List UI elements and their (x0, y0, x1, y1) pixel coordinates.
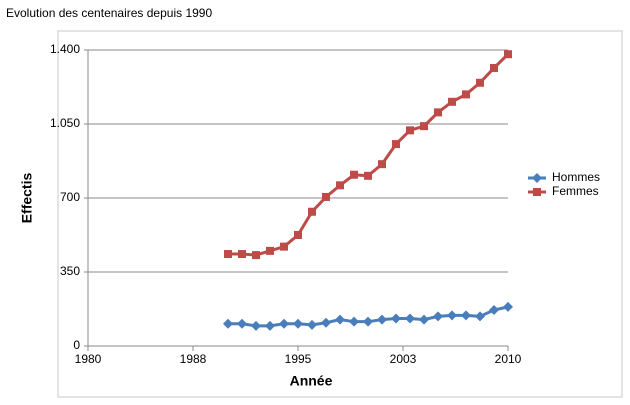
legend-label: Hommes (552, 170, 600, 184)
marker (308, 207, 316, 216)
marker (321, 317, 331, 328)
marker (350, 170, 358, 179)
marker (224, 250, 232, 259)
marker (462, 90, 470, 99)
marker (293, 318, 303, 329)
marker (476, 78, 484, 87)
marker (364, 171, 372, 180)
marker (420, 122, 428, 131)
chart-frame (57, 30, 623, 398)
marker (265, 320, 275, 331)
marker (294, 231, 302, 239)
marker (434, 108, 442, 117)
marker (237, 318, 247, 329)
marker (419, 314, 429, 325)
y-tick-label: 350 (60, 264, 80, 278)
x-tick-label: 1980 (75, 352, 102, 366)
marker (489, 305, 499, 316)
y-tick-label: 0 (73, 338, 80, 352)
marker (490, 63, 498, 72)
marker (307, 319, 317, 330)
x-axis-label: Année (290, 373, 333, 389)
chart-title: Evolution des centenaires depuis 1990 (6, 6, 212, 20)
marker (238, 250, 246, 259)
marker (475, 311, 485, 322)
marker (433, 311, 443, 322)
marker (391, 313, 401, 324)
marker (363, 316, 373, 327)
marker (377, 314, 387, 325)
legend-label: Femmes (552, 184, 599, 198)
marker (532, 173, 542, 183)
marker (252, 251, 260, 260)
marker (322, 192, 330, 201)
marker (266, 246, 274, 255)
x-tick-label: 1988 (180, 352, 207, 366)
y-tick-label: 1.050 (50, 116, 80, 130)
x-tick-label: 1995 (285, 352, 312, 366)
marker (251, 320, 261, 331)
marker (280, 242, 288, 251)
x-tick-label: 2010 (495, 352, 522, 366)
y-axis-label: Effectis (19, 173, 35, 224)
marker (392, 140, 400, 149)
marker (279, 318, 289, 329)
marker (336, 181, 344, 190)
marker (503, 301, 513, 312)
marker (533, 188, 541, 196)
marker (349, 316, 359, 327)
marker (223, 318, 233, 329)
marker (406, 126, 414, 135)
marker (447, 310, 457, 321)
marker (448, 97, 456, 106)
marker (335, 314, 345, 325)
series-line (228, 53, 510, 257)
y-tick-label: 1.400 (50, 42, 80, 56)
x-tick-label: 2003 (390, 352, 417, 366)
marker (378, 160, 386, 169)
marker (405, 313, 415, 324)
y-tick-label: 700 (60, 190, 80, 204)
marker (461, 310, 471, 321)
marker (504, 50, 512, 59)
